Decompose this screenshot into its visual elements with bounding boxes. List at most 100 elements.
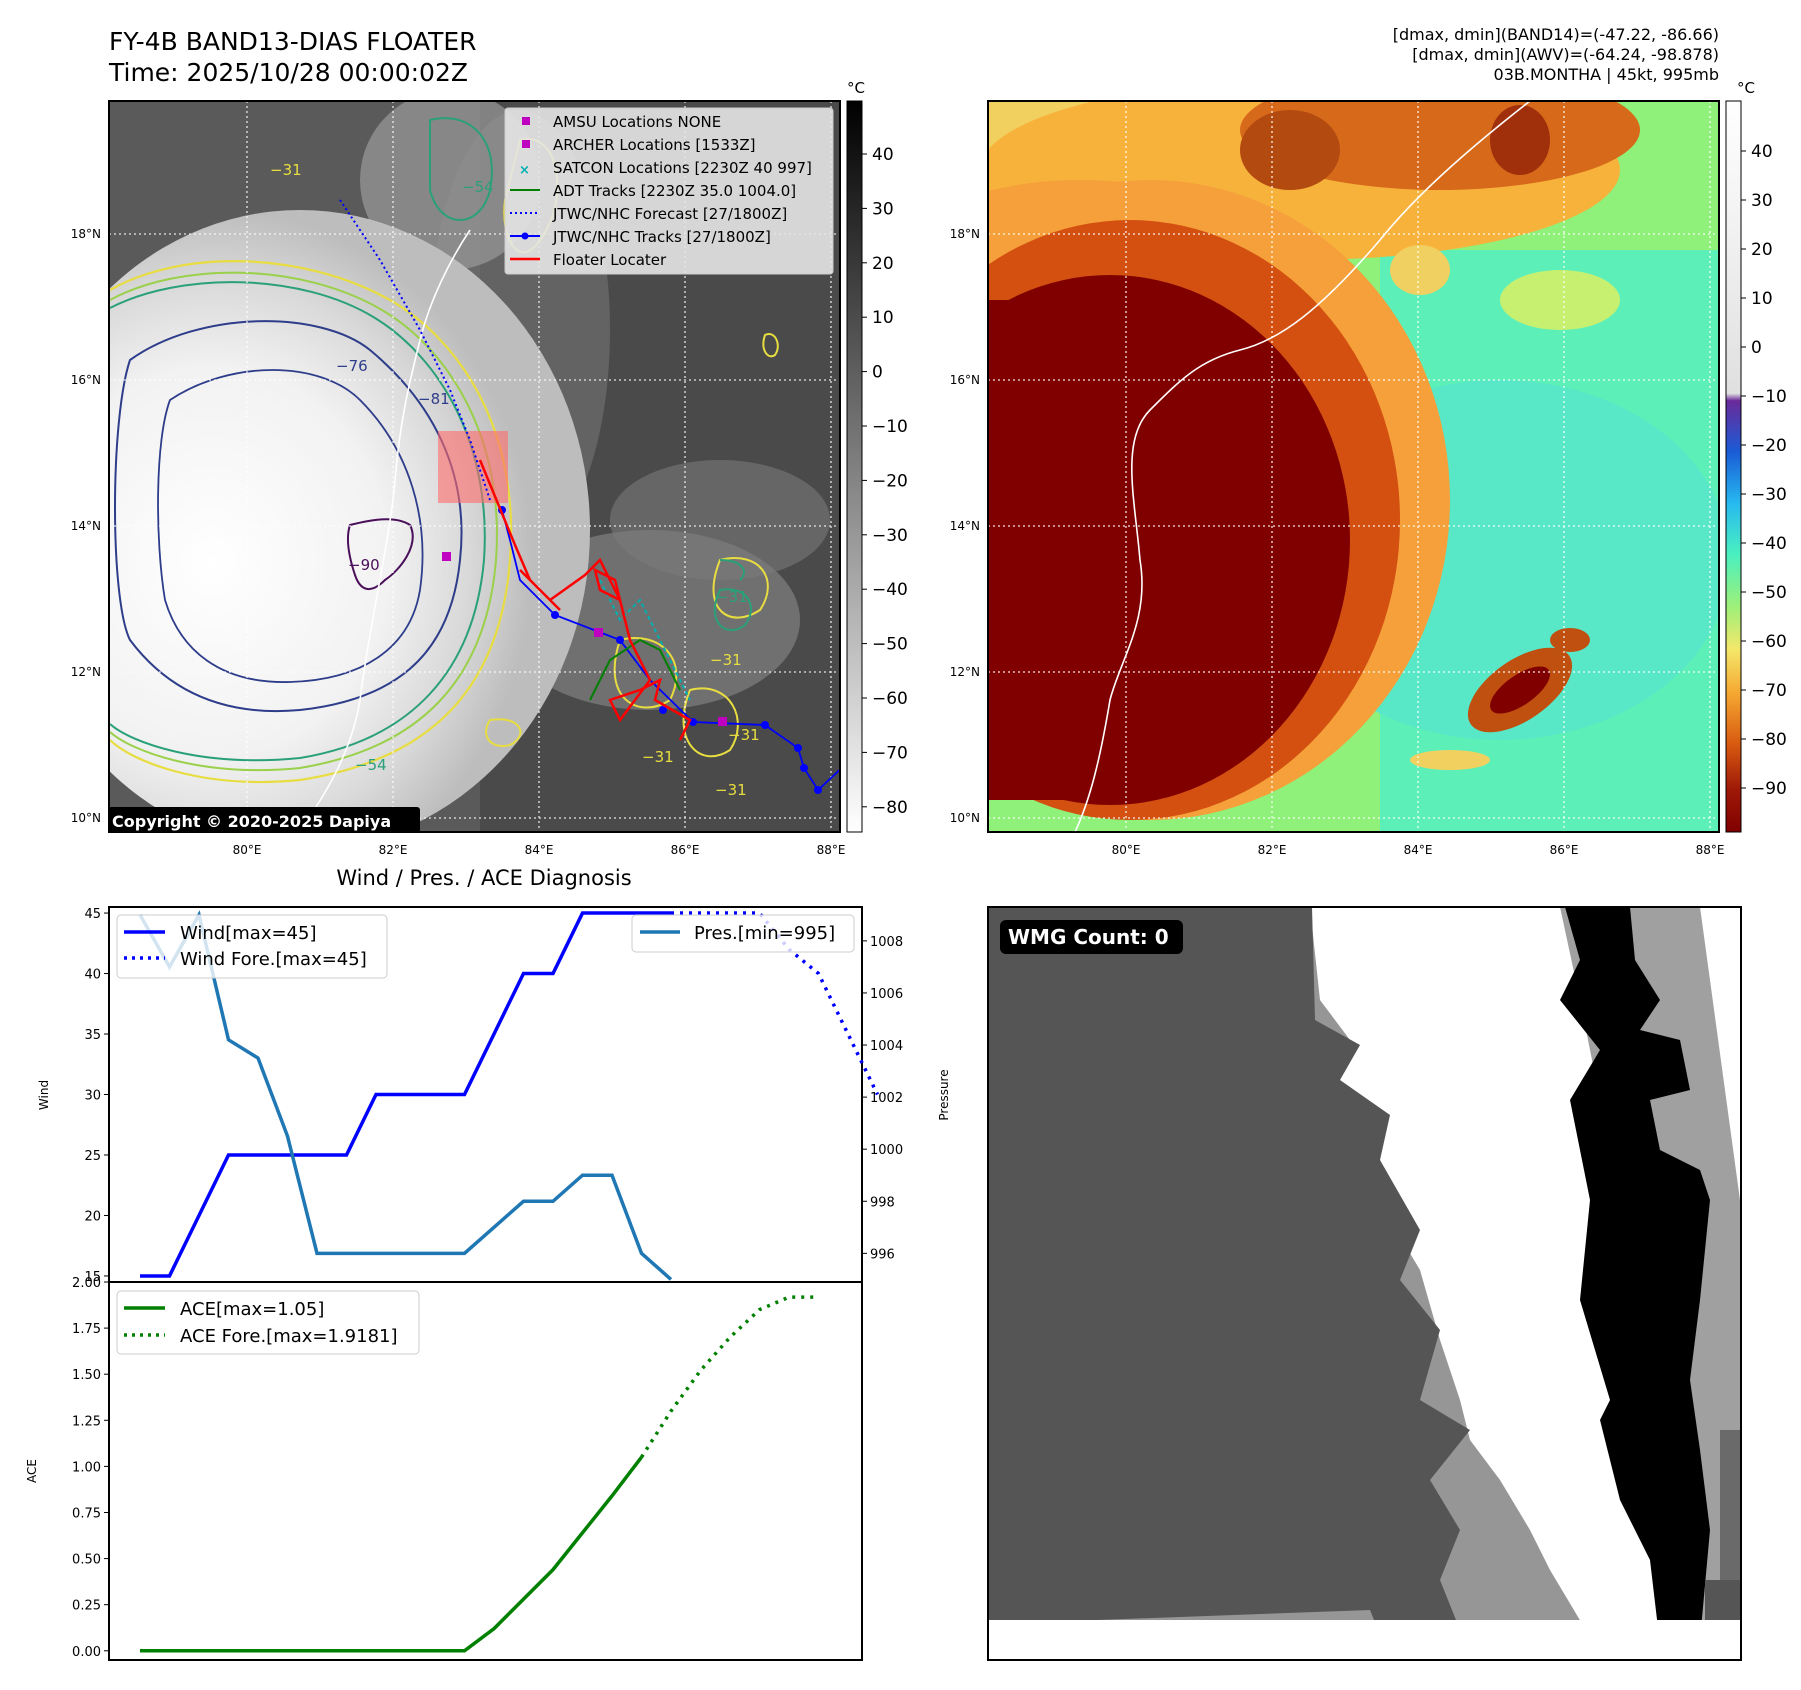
pressure-line <box>138 910 673 1281</box>
archer-marker <box>522 140 530 148</box>
axis-tick-label: 25 <box>84 1149 101 1164</box>
axis-tick-label: 1008 <box>870 935 903 950</box>
colorbar-tick-label: 10 <box>872 308 894 328</box>
lat-label: 16°N <box>71 373 101 387</box>
colorbar-tick-label: 20 <box>872 254 894 274</box>
colorbar-tick-label: 10 <box>1751 289 1773 309</box>
lat-label: 18°N <box>71 227 101 241</box>
lon-label: 82°E <box>379 843 408 857</box>
awv-map <box>987 100 1720 833</box>
axis-tick-label: 1.50 <box>72 1368 101 1383</box>
contour-label: −31 <box>728 726 760 744</box>
figure-title: FY-4B BAND13-DIAS FLOATER <box>109 27 477 56</box>
contour-label: −31 <box>642 748 674 766</box>
wind-fore-legend-label: Wind Fore.[max=45] <box>180 949 367 970</box>
satcon-marker: × <box>519 163 530 178</box>
colorbar-tick-label: −20 <box>872 471 908 491</box>
floater-box <box>438 431 508 503</box>
lat-label: 12°N <box>71 665 101 679</box>
colorbar-tick-label: 0 <box>1751 338 1762 358</box>
ace-line <box>140 1456 643 1653</box>
wind-legend-label: Wind[max=45] <box>180 923 317 944</box>
awv-range: [dmax, dmin](AWV)=(-64.24, -98.878) <box>1412 45 1719 64</box>
axis-tick-label: 1.25 <box>72 1414 101 1429</box>
ace-ylabel: ACE <box>25 1459 39 1483</box>
colorbar-tick-label: −40 <box>872 580 908 600</box>
lon-label: 84°E <box>1404 843 1433 857</box>
axis-tick-label: 2.00 <box>72 1276 101 1291</box>
ace-forecast-line <box>640 1295 819 1459</box>
colorbar-tick-label: −20 <box>1751 436 1787 456</box>
colorbar-tick-label: −80 <box>1751 730 1787 750</box>
colorbar-tick-label: 20 <box>1751 240 1773 260</box>
axis-tick-label: 1.75 <box>72 1322 101 1337</box>
wmg-count: WMG Count: 0 <box>1008 925 1169 949</box>
axis-tick-label: 1002 <box>870 1091 903 1106</box>
lon-label: 80°E <box>1112 843 1141 857</box>
ace-fore-legend-label: ACE Fore.[max=1.9181] <box>180 1326 398 1347</box>
axis-tick-label: 45 <box>84 907 101 922</box>
diag-title: Wind / Pres. / ACE Diagnosis <box>336 866 631 890</box>
lat-label: 18°N <box>950 227 980 241</box>
colorbar-tick-label: −40 <box>1751 534 1787 554</box>
wind-legend: Wind[max=45] Wind Fore.[max=45] <box>116 914 388 979</box>
lon-label: 86°E <box>1550 843 1579 857</box>
axis-tick-label: 30 <box>84 1089 101 1104</box>
legend-amsu: AMSU Locations NONE <box>553 113 721 131</box>
colorbar-tick-label: −30 <box>872 526 908 546</box>
legend-satcon: SATCON Locations [2230Z 40 997] <box>553 159 812 177</box>
contour-label: −54 <box>462 178 494 196</box>
axis-tick-label: 1.00 <box>72 1460 101 1475</box>
axis-tick-label: 0.50 <box>72 1553 101 1568</box>
wmg-panel: WMG Count: 0 <box>987 906 1742 1661</box>
axis-tick-label: 1006 <box>870 987 903 1002</box>
axis-tick-label: 996 <box>870 1247 895 1262</box>
axis-tick-label: 0.75 <box>72 1506 101 1521</box>
band14-range: [dmax, dmin](BAND14)=(-47.22, -86.66) <box>1393 25 1719 44</box>
colorbar-tick-label: −10 <box>872 417 908 437</box>
colorbar-tick-label: −30 <box>1751 485 1787 505</box>
legend-forecast: JTWC/NHC Forecast [27/1800Z] <box>552 205 787 223</box>
ir-colorbar: °C 40 30 20 10 0 −10 −20 −30 −40 −50 −60 −70 −80 <box>846 79 908 833</box>
ace-legend: ACE[max=1.05] ACE Fore.[max=1.9181] <box>116 1290 420 1355</box>
wind-pressure-chart: 45 40 35 30 25 20 15 1008 1006 1004 1002 1000 998 99… <box>37 906 951 1285</box>
storm-info: 03B.MONTHA | 45kt, 995mb <box>1494 65 1719 84</box>
axis-tick-label: 40 <box>84 968 101 983</box>
lon-label: 88°E <box>817 843 846 857</box>
lon-label: 80°E <box>233 843 262 857</box>
axis-tick-label: 1000 <box>870 1143 903 1158</box>
map-legend: × AMSU Locations NONE ARCHER Locations [… <box>504 107 834 275</box>
colorbar-tick-label: −10 <box>1751 387 1787 407</box>
contour-label: −31 <box>715 781 747 799</box>
wind-line <box>140 911 671 1278</box>
colorbar-tick-label: −70 <box>1751 681 1787 701</box>
colorbar-tick-label: −90 <box>1751 779 1787 799</box>
tracks-dot <box>521 232 529 240</box>
colorbar-tick-label: −70 <box>872 743 908 763</box>
colorbar-tick-label: −80 <box>872 798 908 818</box>
ace-chart: 2.00 1.75 1.50 1.25 1.00 0.75 0.50 0.25 0.00 ACE… <box>25 1276 863 1661</box>
lat-label: 14°N <box>71 519 101 533</box>
lon-label: 88°E <box>1696 843 1725 857</box>
colorbar-tick-label: 30 <box>1751 191 1773 211</box>
lat-label: 12°N <box>950 665 980 679</box>
lat-label: 16°N <box>950 373 980 387</box>
wind-ylabel: Wind <box>37 1080 51 1110</box>
lat-label: 10°N <box>71 811 101 825</box>
awv-unit: °C <box>1737 79 1755 97</box>
pres-legend-label: Pres.[min=995] <box>694 923 835 944</box>
lat-label: 10°N <box>950 811 980 825</box>
contour-label: −31 <box>270 161 302 179</box>
contour-label: −31 <box>710 651 742 669</box>
axis-tick-label: 35 <box>84 1028 101 1043</box>
pres-ylabel: Pressure <box>937 1069 951 1120</box>
amsu-marker <box>522 117 530 125</box>
lon-label: 84°E <box>525 843 554 857</box>
colorbar-tick-label: 40 <box>1751 142 1773 162</box>
figure-time: Time: 2025/10/28 00:00:02Z <box>108 58 468 87</box>
axis-tick-label: 998 <box>870 1195 895 1210</box>
ir-map: −76 −81 −90 −54 −31 −31 −31 −31 −31 −54 … <box>108 100 841 833</box>
colorbar-tick-label: 40 <box>872 145 894 165</box>
colorbar-tick-label: 30 <box>872 199 894 219</box>
